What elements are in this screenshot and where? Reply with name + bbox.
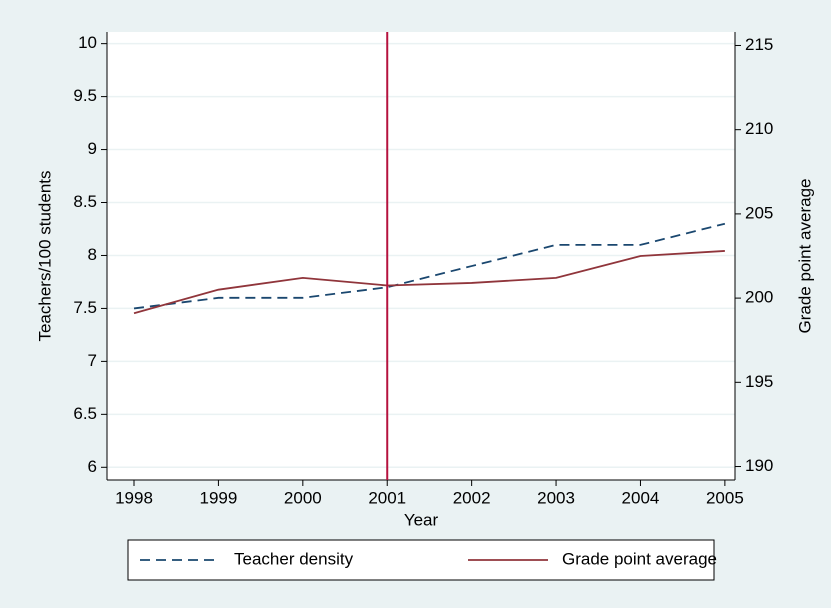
y2-tick-label: 200: [745, 288, 773, 307]
y-tick-label: 10: [78, 33, 97, 52]
y-tick-label: 6.5: [73, 404, 97, 423]
x-axis-title: Year: [404, 510, 439, 529]
x-tick-label: 1999: [200, 488, 238, 507]
legend: [127, 539, 715, 581]
y2-tick-label: 210: [745, 119, 773, 138]
y2-tick-label: 205: [745, 203, 773, 222]
x-tick-label: 2004: [622, 488, 660, 507]
y-tick-label: 8: [88, 245, 97, 264]
y-tick-label: 7: [88, 351, 97, 370]
y-tick-label: 7.5: [73, 298, 97, 317]
x-tick-label: 2005: [706, 488, 744, 507]
x-tick-label: 2000: [284, 488, 322, 507]
y-tick-label: 6: [88, 457, 97, 476]
y-axis-title: Teachers/100 students: [35, 170, 54, 341]
x-tick-label: 2001: [368, 488, 406, 507]
series-line: [133, 250, 725, 315]
y2-tick-label: 195: [745, 372, 773, 391]
y2-tick-label: 190: [745, 456, 773, 475]
legend-label: Grade point average: [562, 549, 717, 568]
x-tick-label: 2003: [537, 488, 575, 507]
legend-label: Teacher density: [234, 549, 354, 568]
series-line: [133, 222, 726, 310]
y2-tick-label: 215: [745, 35, 773, 54]
y-tick-label: 9: [88, 139, 97, 158]
y-tick-label: 8.5: [73, 192, 97, 211]
x-tick-label: 1998: [115, 488, 153, 507]
y-tick-label: 9.5: [73, 86, 97, 105]
x-tick-label: 2002: [453, 488, 491, 507]
y2-axis-title: Grade point average: [795, 179, 814, 334]
